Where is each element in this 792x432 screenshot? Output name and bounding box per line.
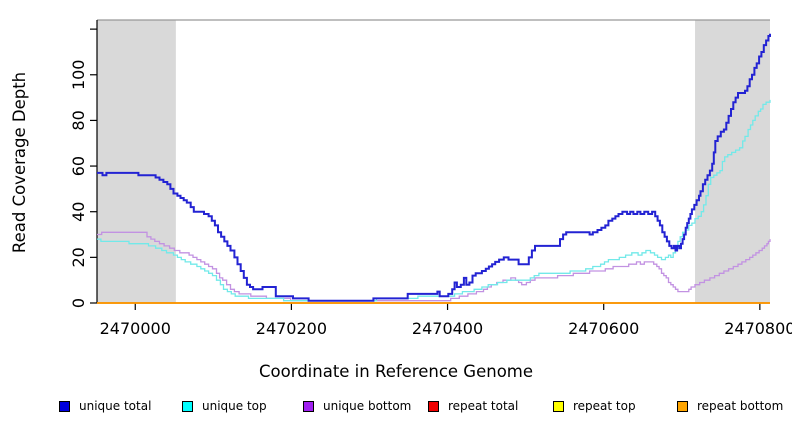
x-tick-label: 2470000 bbox=[100, 319, 171, 338]
legend-item-repeat-top: repeat top bbox=[553, 398, 636, 414]
y-tick-label: 100 bbox=[69, 60, 88, 91]
shaded-repeat-region bbox=[97, 20, 176, 303]
y-tick-label: 60 bbox=[69, 156, 88, 176]
legend-label: unique bottom bbox=[323, 399, 412, 413]
legend-label: repeat total bbox=[448, 399, 519, 413]
y-tick-label: 0 bbox=[69, 298, 88, 308]
y-tick-label: 20 bbox=[69, 247, 88, 267]
x-tick-label: 2470800 bbox=[724, 319, 792, 338]
x-tick-label: 2470600 bbox=[568, 319, 639, 338]
legend-swatch-repeat-bottom-icon bbox=[677, 400, 688, 412]
legend: unique total unique top unique bottom re… bbox=[0, 398, 792, 418]
y-axis-title: Read Coverage Depth bbox=[10, 71, 29, 254]
x-tick-label: 2470400 bbox=[412, 319, 483, 338]
legend-item-repeat-total: repeat total bbox=[428, 398, 518, 414]
legend-item-unique-total: unique total bbox=[59, 398, 151, 414]
series-line-unique-top bbox=[97, 99, 771, 302]
series-line-unique-bottom bbox=[97, 231, 771, 302]
legend-label: repeat bottom bbox=[697, 399, 784, 413]
legend-label: unique total bbox=[79, 399, 152, 413]
legend-swatch-unique-total-icon bbox=[59, 400, 70, 412]
legend-swatch-repeat-top-icon bbox=[553, 400, 564, 412]
legend-label: unique top bbox=[202, 399, 267, 413]
legend-item-unique-top: unique top bbox=[182, 398, 267, 414]
series-line-unique-total bbox=[97, 33, 771, 302]
y-tick-label: 80 bbox=[69, 110, 88, 130]
legend-swatch-unique-bottom-icon bbox=[303, 400, 314, 412]
legend-item-repeat-bottom: repeat bottom bbox=[677, 398, 783, 414]
y-tick-label: 40 bbox=[69, 202, 88, 222]
x-tick-label: 2470200 bbox=[256, 319, 327, 338]
x-axis-title: Coordinate in Reference Genome bbox=[258, 362, 534, 381]
legend-item-unique-bottom: unique bottom bbox=[303, 398, 411, 414]
legend-swatch-unique-top-icon bbox=[182, 400, 193, 412]
legend-label: repeat top bbox=[573, 399, 636, 413]
legend-swatch-repeat-total-icon bbox=[428, 400, 439, 412]
